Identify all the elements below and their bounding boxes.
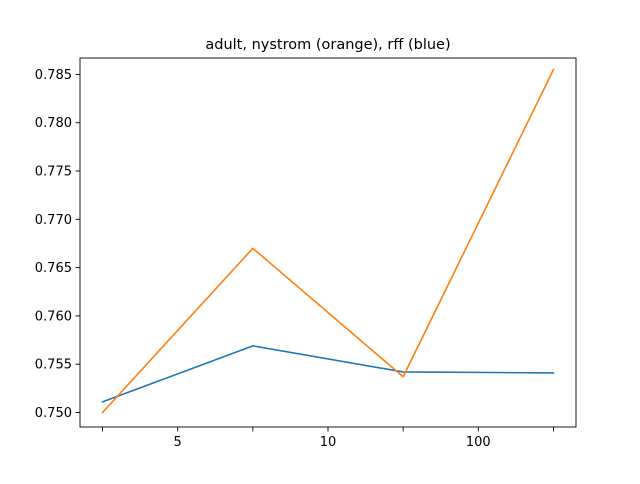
x-tick-label: 5 [174, 435, 182, 450]
y-tick-label: 0.760 [35, 309, 72, 324]
y-tick-label: 0.755 [35, 358, 72, 373]
y-tick-label: 0.775 [35, 165, 72, 180]
chart-title: adult, nystrom (orange), rff (blue) [205, 37, 450, 53]
series-line-1 [101, 68, 555, 414]
y-tick-label: 0.765 [35, 261, 72, 276]
y-tick-label: 0.780 [35, 116, 72, 131]
y-tick-label: 0.750 [35, 406, 72, 421]
x-tick-label: 100 [466, 435, 491, 450]
y-tick-label: 0.770 [35, 213, 72, 228]
series-line-0 [101, 345, 555, 403]
y-tick-label: 0.785 [35, 68, 72, 83]
plot-area: 0.750 0.755 0.760 0.765 0.770 0.775 0.780 0.785… [35, 57, 577, 450]
x-tick-label: 10 [320, 435, 337, 450]
